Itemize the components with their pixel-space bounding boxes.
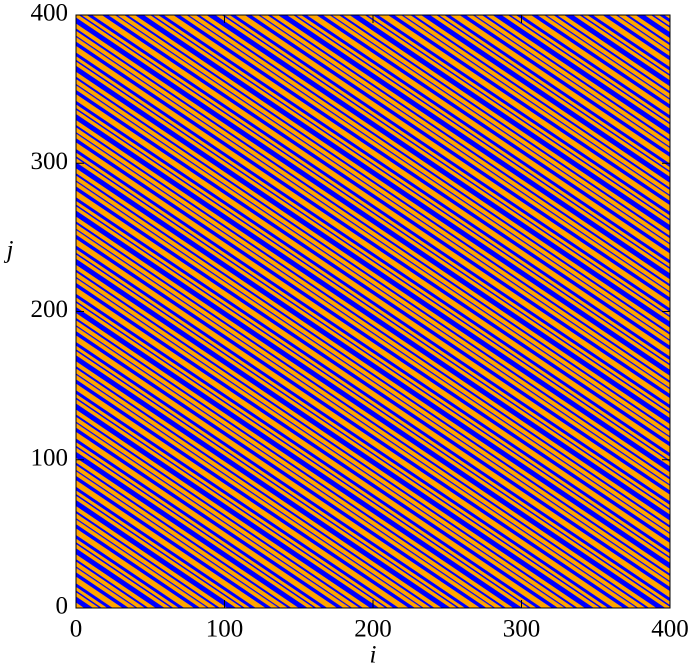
- x-tick-label: 100: [206, 616, 244, 643]
- y-tick-label: 300: [31, 148, 69, 175]
- x-tick-label: 300: [503, 616, 541, 643]
- y-axis-title: j: [4, 237, 14, 264]
- y-tick-label: 200: [31, 296, 69, 323]
- x-tick-label: 0: [70, 616, 83, 643]
- x-tick-label: 200: [354, 616, 392, 643]
- y-tick-label: 400: [31, 0, 69, 27]
- x-axis-title: i: [370, 642, 377, 669]
- y-tick-label: 100: [31, 444, 69, 471]
- heatmap: [76, 15, 670, 608]
- x-tick-label: 400: [651, 616, 689, 643]
- y-tick-label: 0: [56, 593, 69, 620]
